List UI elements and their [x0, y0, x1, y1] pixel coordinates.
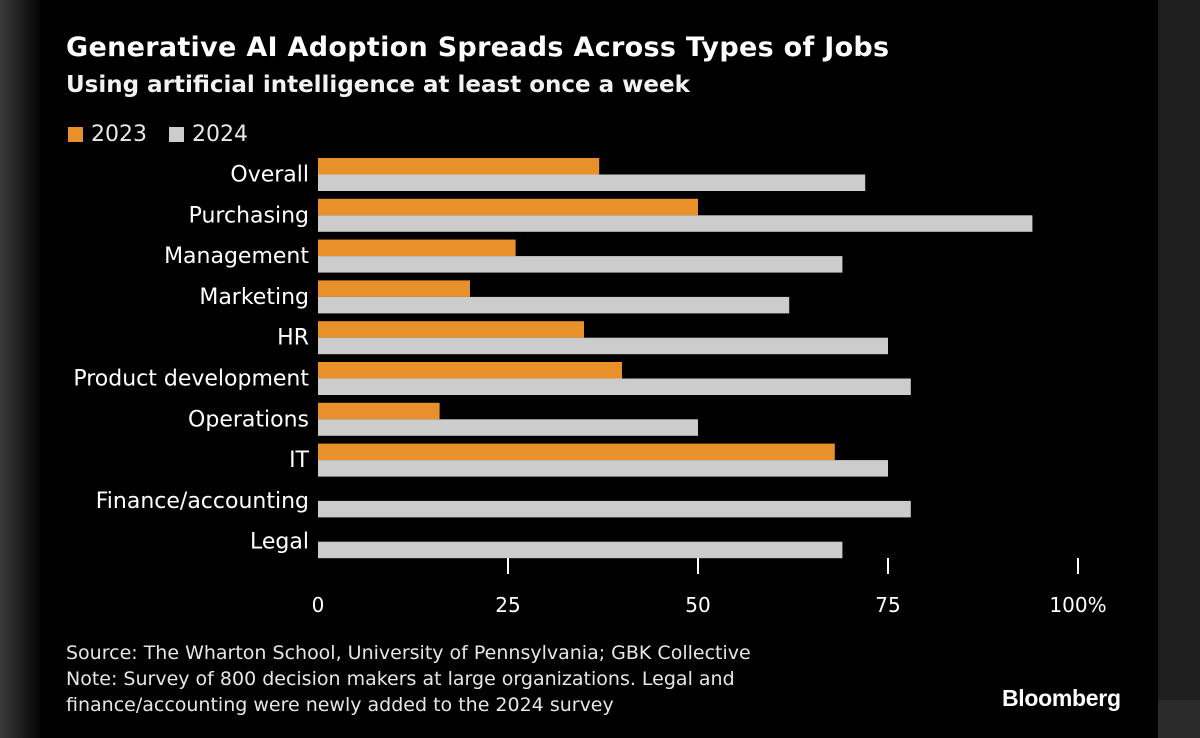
category-label-it: IT — [289, 448, 309, 473]
category-label-product-development: Product development — [73, 367, 309, 392]
chart-subtitle: Using artificial intelligence at least o… — [66, 72, 690, 98]
x-tick-label-50: 50 — [685, 593, 710, 617]
bar-2024-overall — [318, 174, 866, 191]
survey-note-line-1: Note: Survey of 800 decision makers at l… — [66, 668, 735, 690]
legend-swatch-2024 — [169, 127, 184, 142]
category-label-purchasing: Purchasing — [189, 203, 309, 228]
category-label-finance-accounting: Finance/accounting — [96, 489, 309, 514]
category-label-operations: Operations — [188, 407, 309, 432]
background-edge-left — [0, 0, 44, 738]
legend: 2023 2024 — [68, 122, 270, 147]
x-tick-label-25: 25 — [495, 593, 520, 617]
bar-chart: Overall Purchasing Management Marketing HR Pr… — [73, 158, 1107, 617]
bar-2023-it — [318, 443, 835, 461]
legend-item-2023: 2023 — [68, 122, 147, 147]
category-label-overall: Overall — [230, 163, 309, 188]
bar-2024-legal — [318, 541, 843, 559]
bar-2023-overall — [318, 158, 600, 175]
category-label-hr: HR — [277, 326, 309, 351]
bar-2024-hr — [318, 337, 888, 355]
x-tick-label-0: 0 — [312, 593, 325, 617]
bloomberg-logo: Bloomberg — [1002, 685, 1121, 711]
bar-2024-it — [318, 460, 888, 477]
bar-2023-management — [318, 239, 516, 257]
bar-2023-purchasing — [318, 198, 698, 216]
legend-label-2024: 2024 — [192, 122, 248, 147]
bar-2024-product-development — [318, 378, 911, 395]
legend-label-2023: 2023 — [91, 122, 147, 147]
background-edge-right — [1156, 700, 1200, 738]
bar-2023-operations — [318, 402, 440, 420]
bar-2024-finance-accounting — [318, 500, 911, 518]
category-label-management: Management — [164, 244, 309, 269]
bar-2023-hr — [318, 321, 584, 338]
x-tick-label-100: 100% — [1049, 593, 1106, 617]
chart-title: Generative AI Adoption Spreads Across Ty… — [66, 32, 890, 63]
category-label-legal: Legal — [250, 530, 309, 555]
bar-2024-purchasing — [318, 215, 1033, 232]
bar-2023-marketing — [318, 280, 470, 297]
survey-note-line-2: finance/accounting were newly added to t… — [66, 694, 614, 716]
bar-2024-operations — [318, 419, 698, 436]
source-note: Source: The Wharton School, University o… — [66, 642, 751, 664]
chart-panel: Generative AI Adoption Spreads Across Ty… — [40, 0, 1158, 738]
category-label-marketing: Marketing — [199, 285, 309, 310]
legend-item-2024: 2024 — [169, 122, 248, 147]
bar-2023-product-development — [318, 362, 622, 379]
footer: Source: The Wharton School, University o… — [66, 640, 751, 718]
x-tick-label-75: 75 — [875, 593, 900, 617]
bar-2024-management — [318, 256, 843, 273]
legend-swatch-2023 — [68, 127, 83, 142]
bar-2024-marketing — [318, 296, 790, 314]
